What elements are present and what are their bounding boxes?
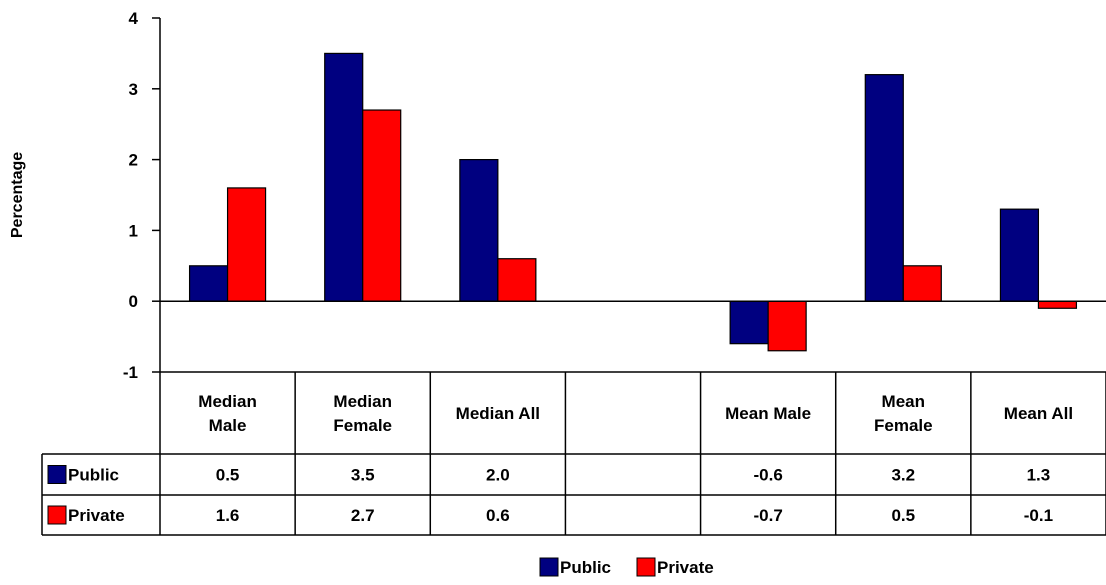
bar-public-median-female	[324, 52, 364, 302]
bar-public-median-male	[188, 265, 229, 302]
table-row-header: Private	[68, 506, 125, 525]
data-label: 3.2	[891, 466, 915, 485]
data-label: 0.5	[216, 466, 240, 485]
y-tick-label: 4	[129, 9, 139, 28]
bar-public-mean-all	[999, 208, 1040, 302]
data-label: -0.7	[753, 506, 782, 525]
y-tick-label: 0	[129, 292, 138, 311]
table-row-swatch	[47, 465, 67, 484]
legend: Public Private	[539, 557, 714, 577]
data-label: 2.0	[486, 466, 510, 485]
legend-label-private: Private	[657, 558, 714, 577]
y-tick-label: 1	[129, 221, 138, 240]
category-label: Median All	[456, 404, 540, 423]
bar-private-mean-male	[767, 300, 807, 352]
data-label: 2.7	[351, 506, 375, 525]
category-label: Mean All	[1004, 404, 1073, 423]
legend-label-public: Public	[560, 558, 611, 577]
bar-private-mean-female	[902, 265, 942, 302]
y-tick-label: -1	[123, 363, 138, 382]
category-label: Female	[333, 416, 392, 435]
data-label: 3.5	[351, 466, 375, 485]
data-label: -0.6	[753, 466, 782, 485]
bar-private-mean-all	[1037, 300, 1078, 309]
category-label: Male	[209, 416, 247, 435]
y-tick-label: 2	[129, 151, 138, 170]
y-tick-label: 3	[129, 80, 138, 99]
data-label: 0.6	[486, 506, 510, 525]
data-label: 0.5	[891, 506, 915, 525]
table-row-swatch	[47, 505, 67, 525]
data-label: 1.6	[216, 506, 240, 525]
data-table: Median Male Median Female Median All Mean Mal…	[41, 371, 1106, 536]
category-label: Median	[198, 392, 257, 411]
data-label: 1.3	[1027, 466, 1051, 485]
bar-public-median-all	[459, 159, 499, 302]
bar-public-mean-male	[729, 300, 769, 345]
category-label: Mean	[882, 392, 925, 411]
bar-private-median-all	[497, 258, 537, 302]
category-label: Female	[874, 416, 933, 435]
data-label: -0.1	[1024, 506, 1053, 525]
legend-swatch-public	[539, 557, 559, 577]
bar-private-median-female	[362, 109, 402, 302]
bar-private-median-male	[226, 187, 267, 302]
category-label: Median	[333, 392, 392, 411]
plot-area	[160, 52, 1106, 352]
legend-swatch-private	[636, 557, 656, 577]
category-label: Mean Male	[725, 404, 811, 423]
y-axis-label: Percentage	[9, 152, 26, 238]
table-row-header: Public	[68, 466, 119, 485]
y-axis: 4 3 2 1 0 -1	[123, 9, 161, 382]
bar-public-mean-female	[864, 74, 904, 302]
